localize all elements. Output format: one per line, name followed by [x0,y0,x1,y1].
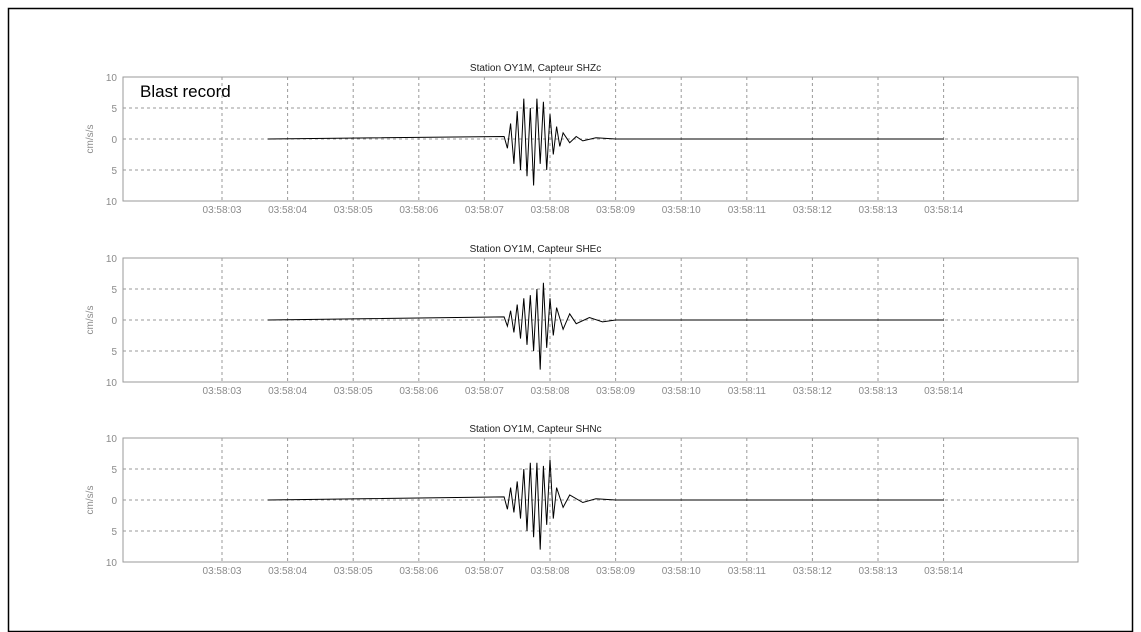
seismogram-trace [267,282,944,370]
y-tick-label: 10 [106,197,118,208]
x-tick-label: 03:58:14 [924,386,963,397]
x-tick-label: 03:58:12 [793,566,832,577]
y-tick-label: 0 [111,135,117,146]
y-tick-label: 5 [111,347,117,358]
x-tick-label: 03:58:13 [859,566,898,577]
chart-title: Station OY1M, Capteur SHEc [470,244,602,255]
x-tick-label: 03:58:07 [465,386,504,397]
y-axis-label: cm/s/s [85,125,96,154]
x-tick-label: 03:58:05 [334,566,373,577]
x-tick-label: 03:58:10 [662,566,701,577]
x-tick-label: 03:58:13 [859,205,898,216]
x-tick-label: 03:58:04 [268,566,307,577]
x-tick-label: 03:58:12 [793,205,832,216]
x-tick-label: 03:58:14 [924,205,963,216]
x-tick-label: 03:58:06 [399,386,438,397]
chart-panel-3: 10 5 0 5 10 03:58:03 03:58:04 03:58:05 03:58:06 0… [85,424,1079,577]
y-tick-label: 10 [106,73,118,84]
y-tick-label: 10 [106,254,118,265]
y-tick-label: 5 [111,285,117,296]
y-tick-label: 10 [106,378,118,389]
y-tick-label: 10 [106,558,118,569]
y-tick-label: 0 [111,496,117,507]
y-tick-label: 5 [111,104,117,115]
blast-record-label: Blast record [140,82,231,101]
y-tick-label: 10 [106,434,118,445]
x-tick-label: 03:58:11 [728,566,767,577]
x-tick-label: 03:58:08 [531,386,570,397]
y-axis-label: cm/s/s [85,306,96,335]
chart-panel-2: 10 5 0 5 10 03:58:03 03:58:04 03:58:05 03:58:06 0… [85,244,1079,397]
x-tick-label: 03:58:08 [531,566,570,577]
chart-title: Station OY1M, Capteur SHZc [470,63,601,74]
x-tick-label: 03:58:12 [793,386,832,397]
seismogram-trace [267,98,944,186]
x-tick-label: 03:58:04 [268,386,307,397]
x-tick-label: 03:58:13 [859,386,898,397]
x-tick-label: 03:58:10 [662,386,701,397]
x-tick-label: 03:58:05 [334,205,373,216]
y-tick-label: 5 [111,527,117,538]
x-tick-label: 03:58:09 [596,566,635,577]
x-tick-label: 03:58:03 [203,205,242,216]
chart-panel-1: 10 5 0 5 10 03:58:03 03:58:04 03:58:05 03:58:06 0… [85,63,1079,216]
y-tick-label: 0 [111,316,117,327]
x-tick-label: 03:58:09 [596,205,635,216]
seismogram-trace [267,459,944,550]
x-tick-label: 03:58:14 [924,566,963,577]
y-tick-label: 5 [111,166,117,177]
x-tick-label: 03:58:06 [399,566,438,577]
x-tick-label: 03:58:07 [465,205,504,216]
x-tick-label: 03:58:08 [531,205,570,216]
x-tick-label: 03:58:05 [334,386,373,397]
x-tick-label: 03:58:03 [203,566,242,577]
x-tick-label: 03:58:09 [596,386,635,397]
x-tick-label: 03:58:07 [465,566,504,577]
x-tick-label: 03:58:10 [662,205,701,216]
x-tick-label: 03:58:04 [268,205,307,216]
y-tick-label: 5 [111,465,117,476]
chart-title: Station OY1M, Capteur SHNc [469,424,601,435]
x-tick-label: 03:58:06 [399,205,438,216]
y-axis-label: cm/s/s [85,486,96,515]
x-tick-label: 03:58:11 [728,205,767,216]
x-tick-label: 03:58:11 [728,386,767,397]
x-tick-label: 03:58:03 [203,386,242,397]
